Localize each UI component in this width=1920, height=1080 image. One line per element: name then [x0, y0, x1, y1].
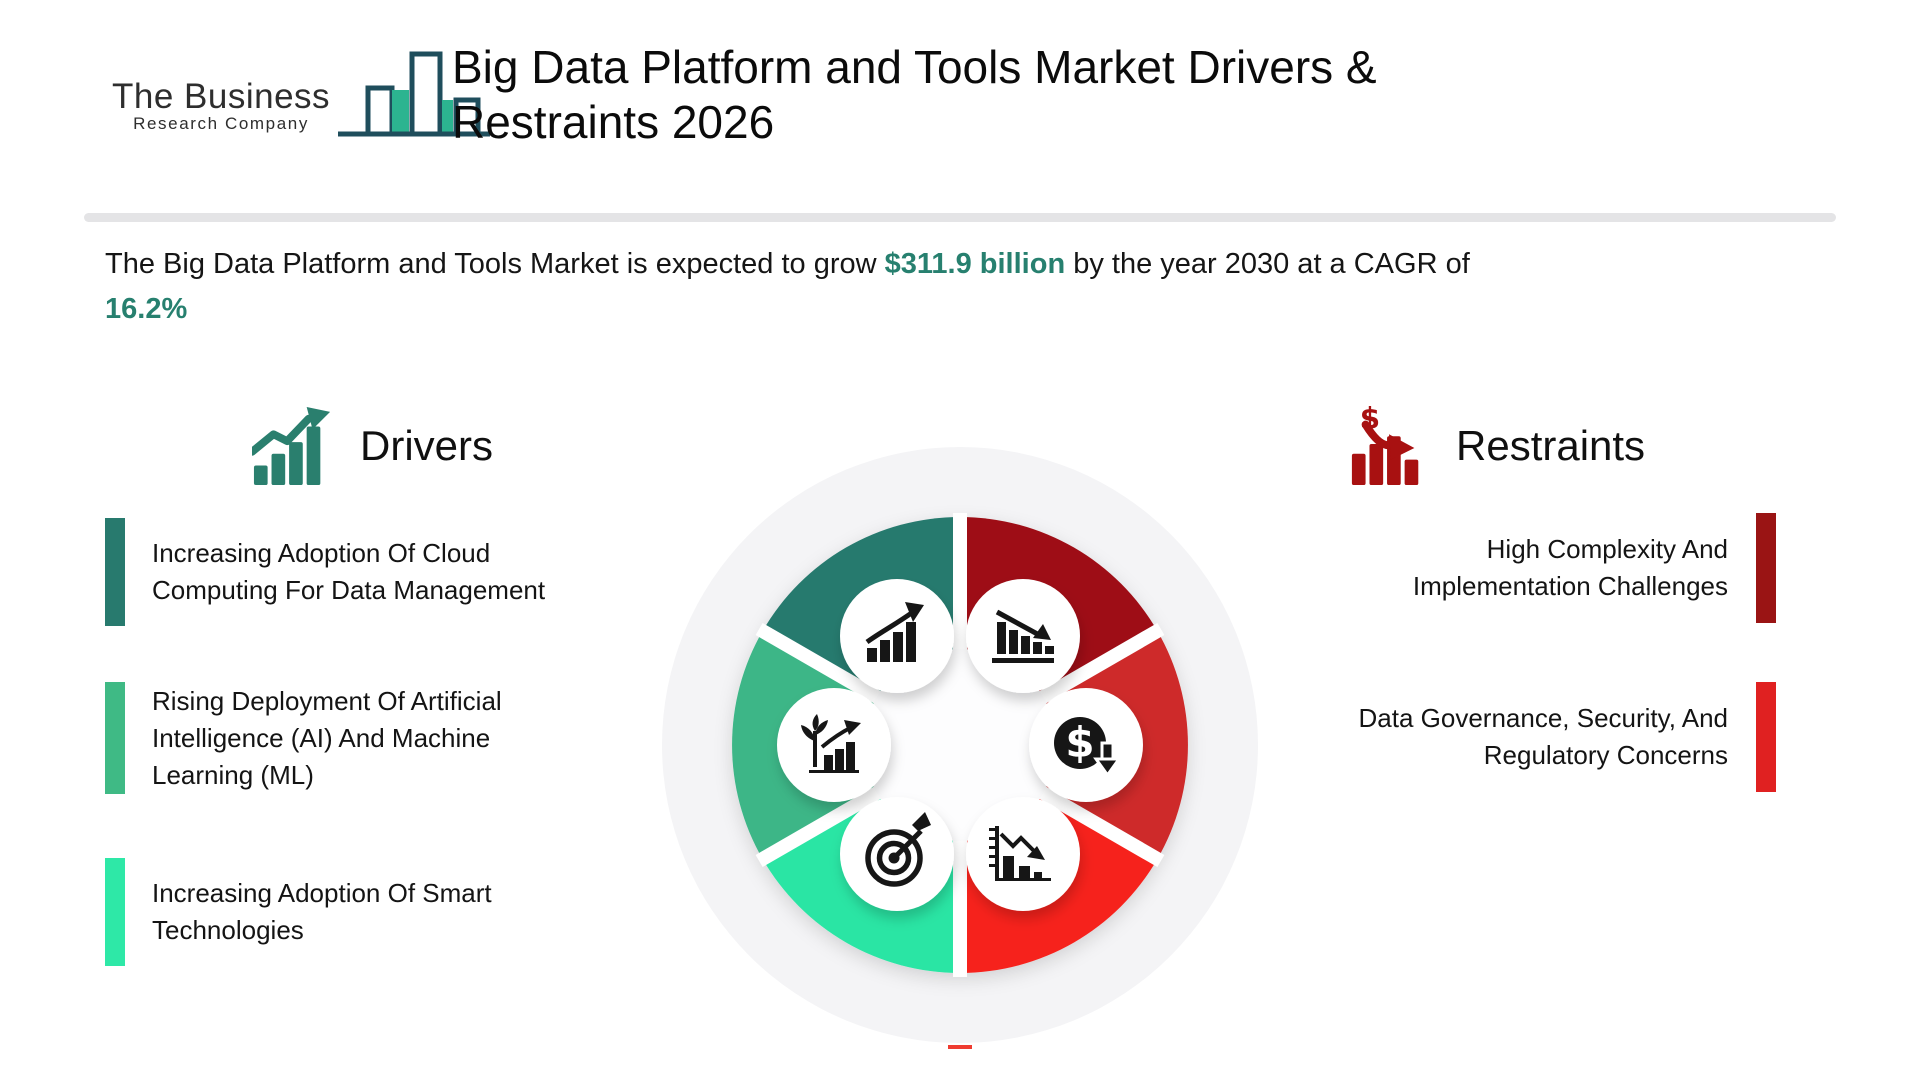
logo-line1: The Business: [112, 76, 331, 116]
header-divider: [84, 213, 1836, 222]
logo-text: The Business Research Company: [112, 76, 331, 134]
restraint-accent-bar: [1756, 682, 1776, 792]
drivers-heading: Drivers: [360, 422, 493, 469]
driver-accent-bar: [105, 858, 125, 966]
growth-trend-icon: [865, 602, 924, 662]
drivers-header: Drivers: [252, 404, 493, 488]
restraints-header: $ Restraints: [1348, 404, 1645, 488]
logo-line2: Research Company: [133, 114, 309, 134]
plant-growth-icon: [801, 714, 861, 773]
driver-item-text: Rising Deployment Of Artificial Intellig…: [152, 685, 502, 790]
title-line-1: Big Data Platform and Tools Market Drive…: [452, 41, 1377, 93]
intro-line-2: 16.2%: [105, 287, 1625, 332]
market-value-highlight: $311.9 billion: [884, 248, 1066, 280]
declining-line-chart-icon: [989, 826, 1051, 881]
growth-bar-chart-icon: [252, 406, 331, 486]
restraint-item-text: Data Governance, Security, And Regulator…: [1358, 703, 1729, 770]
red-artifact-mark: [948, 1045, 972, 1049]
page-title: Big Data Platform and Tools Market Drive…: [452, 40, 1377, 150]
driver-item: Increasing Adoption Of Smart Technologie…: [105, 858, 552, 966]
restraint-item: Data Governance, Security, And Regulator…: [1328, 682, 1776, 792]
intro-text: The Big Data Platform and Tools Market i…: [105, 242, 1625, 332]
declining-bars-dollar-icon: $: [1351, 404, 1419, 486]
dollar-decrease-icon: $: [1054, 717, 1122, 778]
intro-line-1: The Big Data Platform and Tools Market i…: [105, 242, 1625, 287]
intro-middle: by the year 2030 at a CAGR of: [1065, 248, 1470, 280]
restraints-heading: Restraints: [1456, 422, 1646, 469]
driver-item: Rising Deployment Of Artificial Intellig…: [105, 682, 552, 794]
restraint-item: High Complexity And Implementation Chall…: [1328, 513, 1776, 623]
restraint-item-text: High Complexity And Implementation Chall…: [1412, 534, 1728, 601]
svg-text:$: $: [1065, 718, 1094, 767]
declining-bars-icon: [992, 609, 1054, 663]
driver-item-text: Increasing Adoption Of Cloud Computing F…: [152, 538, 546, 605]
logo-bars-icon: [338, 51, 491, 137]
driver-accent-bar: [105, 682, 125, 794]
cagr-highlight: 16.2%: [105, 293, 188, 325]
restraint-accent-bar: [1756, 513, 1776, 623]
intro-prefix: The Big Data Platform and Tools Market i…: [105, 248, 885, 280]
driver-item: Increasing Adoption Of Cloud Computing F…: [105, 518, 552, 626]
icon-circle-plant: [777, 688, 891, 802]
wheel-center: [864, 649, 1056, 841]
title-line-2: Restraints 2026: [452, 96, 775, 149]
company-logo: The Business Research Company: [112, 46, 494, 142]
driver-accent-bar: [105, 518, 125, 626]
driver-item-text: Increasing Adoption Of Smart Technologie…: [152, 878, 492, 945]
icon-circle-declining-line: [966, 797, 1080, 911]
target-dart-icon: [865, 812, 931, 887]
drivers-restraints-wheel: $: [662, 447, 1258, 1043]
